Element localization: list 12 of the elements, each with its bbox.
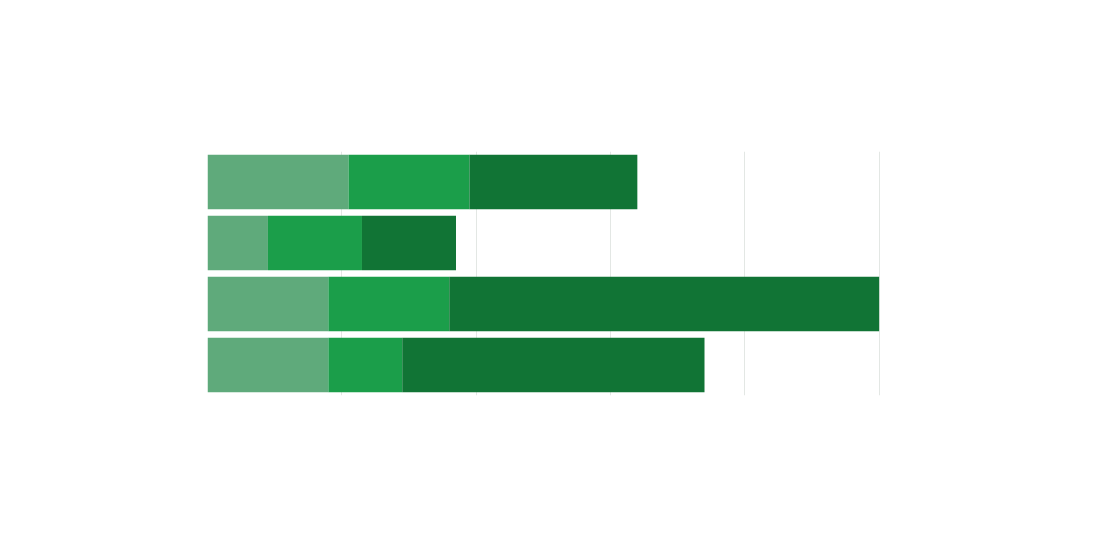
bar [361, 215, 456, 271]
bar [267, 215, 362, 271]
bar [469, 154, 638, 210]
bar [328, 276, 450, 332]
bar [402, 337, 705, 393]
bar [207, 276, 329, 332]
bar [449, 276, 880, 332]
bar [328, 337, 403, 393]
bar [348, 154, 470, 210]
bar [207, 337, 329, 393]
bar [207, 154, 349, 210]
bar [207, 215, 268, 271]
